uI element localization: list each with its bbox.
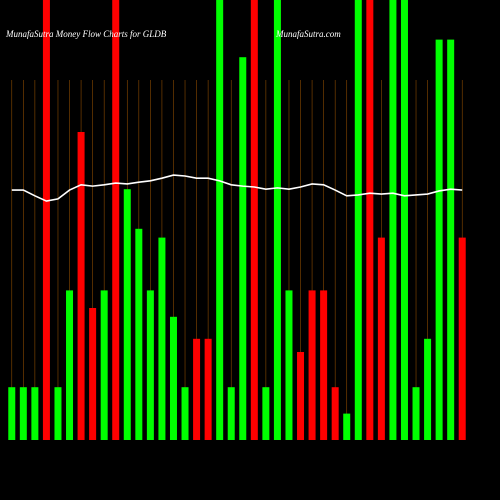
bar xyxy=(285,290,293,440)
bar xyxy=(123,189,131,440)
bar xyxy=(112,0,120,440)
bar xyxy=(412,387,420,440)
bar xyxy=(308,290,316,440)
bar xyxy=(435,39,443,440)
bar xyxy=(273,0,281,440)
bar xyxy=(100,290,108,440)
bar xyxy=(447,39,455,440)
bar xyxy=(54,387,62,440)
bar xyxy=(250,0,258,440)
bar xyxy=(343,413,351,440)
bar xyxy=(158,237,166,440)
bar xyxy=(354,0,362,440)
bar xyxy=(424,338,432,440)
bar xyxy=(42,0,50,440)
bar xyxy=(31,387,39,440)
bar xyxy=(331,387,339,440)
money-flow-line xyxy=(11,174,463,202)
bar xyxy=(227,387,235,440)
bar xyxy=(262,387,270,440)
bar xyxy=(216,0,224,440)
bar xyxy=(204,338,212,440)
chart-source: MunafaSutra.com xyxy=(275,29,341,39)
bar xyxy=(77,132,85,440)
bar xyxy=(239,57,247,440)
bar xyxy=(66,290,74,440)
bar xyxy=(320,290,328,440)
bar xyxy=(193,338,201,440)
bar xyxy=(458,237,466,440)
chart-title: MunafaSutra Money Flow Charts for GLDB xyxy=(5,29,167,39)
bar xyxy=(181,387,189,440)
bar xyxy=(146,290,154,440)
bar xyxy=(8,387,16,440)
bar xyxy=(297,352,305,440)
bar xyxy=(366,0,374,440)
bar xyxy=(89,308,97,440)
bar xyxy=(377,237,385,440)
bar xyxy=(135,228,143,440)
bar xyxy=(169,316,177,440)
bar xyxy=(389,0,397,440)
bar xyxy=(19,387,27,440)
bar xyxy=(400,0,408,440)
